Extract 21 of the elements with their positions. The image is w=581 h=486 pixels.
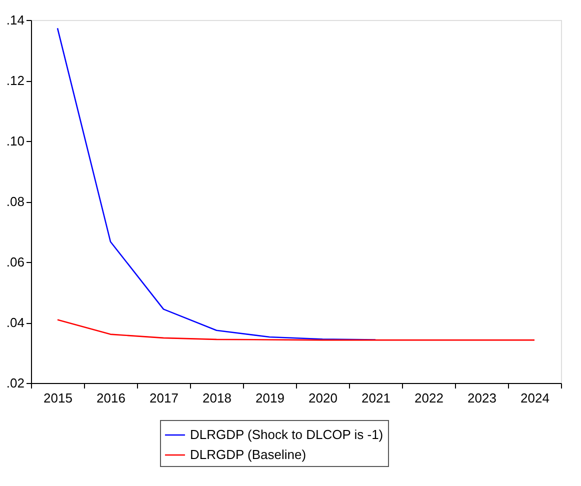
x-tick-label: 2020 [308, 390, 338, 406]
line-series [56, 28, 376, 340]
line-series [56, 319, 536, 341]
y-tick-label: .04 [6, 315, 24, 330]
legend-label: DLRGDP (Baseline) [190, 447, 306, 462]
y-tick-label: .10 [6, 134, 24, 148]
x-tick-label: 2023 [468, 390, 496, 406]
x-tick-label: 2015 [44, 390, 72, 406]
legend-label: DLRGDP (Shock to DLCOP is -1) [190, 427, 384, 442]
y-tick-label: .08 [6, 194, 24, 209]
x-tick-label: 2021 [362, 390, 390, 406]
x-tick-label: 2017 [150, 390, 178, 406]
y-tick-label: .02 [6, 376, 24, 390]
x-tick-label: 2018 [202, 390, 232, 406]
x-tick-label: 2024 [520, 390, 550, 406]
x-tick-label: 2019 [256, 390, 284, 406]
x-tick-label: 2022 [414, 390, 444, 406]
x-tick-label: 2016 [96, 390, 126, 406]
y-tick-label: .12 [6, 73, 24, 88]
y-tick-label: .14 [6, 12, 24, 28]
y-tick-label: .06 [6, 254, 24, 270]
